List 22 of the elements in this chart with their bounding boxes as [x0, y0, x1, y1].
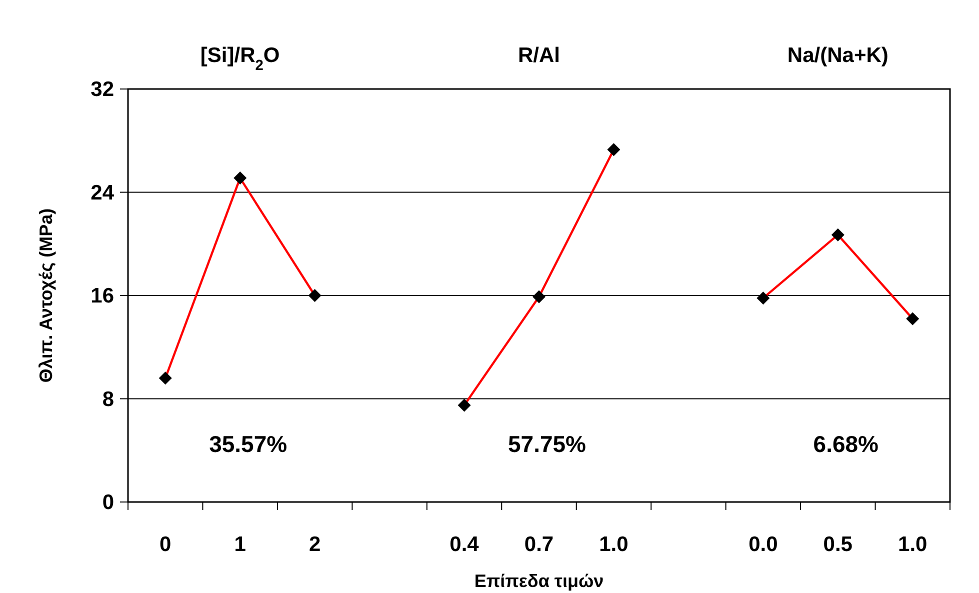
annotation: 57.75%	[508, 431, 586, 457]
text: R/Al	[518, 44, 560, 67]
x-tick-label: 1.0	[599, 533, 628, 556]
x-tick-label: 0.4	[450, 533, 480, 556]
y-tick-label: 24	[90, 181, 114, 204]
x-axis-title: Επίπεδα τιμών	[474, 571, 604, 591]
annotation: 6.68%	[813, 431, 879, 457]
annotation: 35.57%	[209, 431, 288, 457]
x-tick-label: 0.0	[748, 533, 778, 556]
y-tick-label: 0	[102, 491, 114, 514]
x-tick-label: 0	[160, 533, 172, 556]
text: [Si]/R$_{2}$O	[200, 44, 280, 74]
x-tick-label: 1	[234, 533, 246, 556]
x-tick-label: 2	[308, 533, 321, 556]
y-tick-label: 8	[102, 388, 114, 411]
x-tick-label: 0.7	[524, 533, 554, 556]
text: Na/(Na+K)	[787, 44, 888, 67]
x-tick-label: 0.5	[823, 533, 853, 556]
y-tick-label: 32	[90, 78, 114, 101]
y-axis-title: Θλιπ. Αντοχές (MPa)	[36, 208, 56, 383]
x-tick-label: 1.0	[898, 533, 928, 556]
y-tick-label: 16	[90, 284, 114, 308]
